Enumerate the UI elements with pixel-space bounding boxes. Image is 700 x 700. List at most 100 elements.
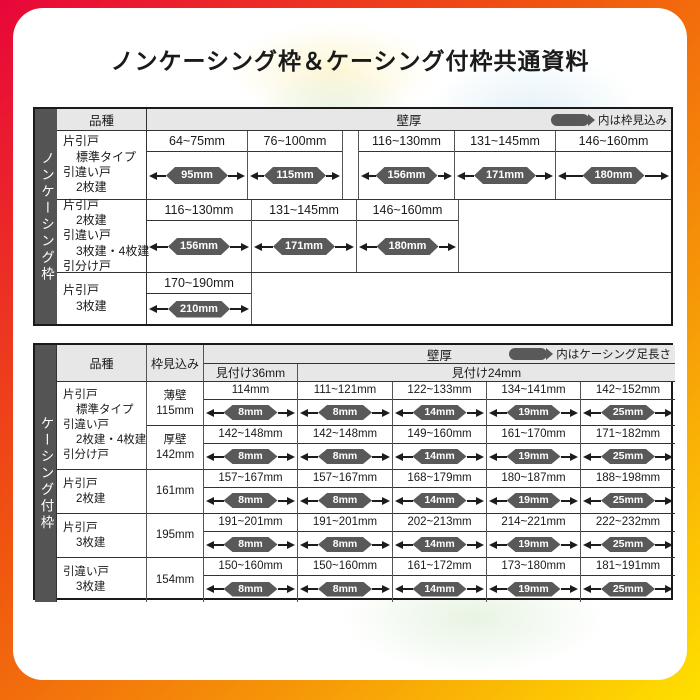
- spec-cell: 157~167mm 8mm: [204, 470, 298, 514]
- spec-cell: 168~179mm 14mm: [393, 470, 487, 514]
- arrow-right-icon: [570, 540, 578, 549]
- dimension-arrow: 156mm: [359, 152, 454, 199]
- arrow-line: [591, 499, 601, 502]
- wall-range: 191~201mm: [298, 514, 392, 532]
- dimension-arrow: 19mm: [487, 532, 580, 557]
- casing-leg-badge: 25mm: [601, 582, 655, 597]
- arrow-left-icon: [395, 496, 403, 505]
- dimension-arrow: 19mm: [487, 488, 580, 513]
- dimension-arrow: 25mm: [581, 444, 675, 469]
- frame-depth-cell: 厚壁 142mm: [147, 426, 204, 470]
- arrow-line: [497, 588, 507, 590]
- arrow-line: [214, 588, 224, 590]
- arrow-left-icon: [583, 452, 591, 461]
- arrow-left-icon: [489, 452, 497, 461]
- product-line: 片引戸: [63, 134, 100, 149]
- arrow-left-icon: [489, 408, 497, 417]
- wall-range: 146~160mm: [556, 131, 671, 152]
- arrow-line: [560, 499, 570, 502]
- arrow-line: [497, 455, 507, 458]
- frame-depth-line: 142mm: [155, 448, 195, 461]
- arrow-left-icon: [583, 540, 591, 549]
- dimension-arrow: 19mm: [487, 444, 580, 469]
- wall-range: 146~160mm: [357, 200, 458, 221]
- spec-cell: 222~232mm 25mm: [581, 514, 675, 558]
- product-line: 引分け戸: [63, 448, 109, 461]
- casing-leg-badge: 8mm: [224, 537, 278, 552]
- dimension-arrow: 14mm: [393, 488, 486, 513]
- spec-cell: 150~160mm 8mm: [298, 558, 393, 602]
- spec-cell: 76~100mm 115mm: [248, 131, 343, 199]
- legend-text: 内は枠見込み: [598, 114, 667, 127]
- wall-range: 134~141mm: [487, 382, 580, 400]
- product-column-header: 品種: [57, 345, 147, 382]
- arrow-line: [403, 499, 413, 502]
- arrow-line: [560, 411, 570, 414]
- spec-cell: 142~148mm 8mm: [298, 426, 393, 470]
- wall-range: 170~190mm: [147, 273, 251, 294]
- arrow-line: [403, 411, 413, 414]
- arrow-line: [228, 174, 237, 177]
- dimension-arrow: 95mm: [147, 152, 247, 199]
- arrow-line: [308, 411, 318, 414]
- spec-cell: 134~141mm 19mm: [487, 382, 581, 426]
- wall-range: 202~213mm: [393, 514, 486, 532]
- wall-thickness-label: 壁厚: [426, 348, 452, 363]
- dimension-arrow: 14mm: [393, 532, 486, 557]
- casing-side-strip: ケーシング付枠: [35, 345, 57, 602]
- wall-range: 122~133mm: [393, 382, 486, 400]
- wall-range: 161~172mm: [393, 558, 486, 576]
- arrow-left-icon: [300, 540, 308, 549]
- product-line: 2枚建: [76, 212, 107, 227]
- empty-filler: [252, 273, 671, 324]
- dimension-arrow: 8mm: [298, 400, 392, 425]
- arrow-line: [403, 588, 413, 590]
- arrow-left-icon: [300, 408, 308, 417]
- row-cells: 170~190mm 210mm: [147, 273, 671, 324]
- frame-depth-line: 厚壁: [163, 433, 187, 446]
- frame-depth-badge: 210mm: [168, 301, 230, 318]
- arrow-line: [277, 543, 287, 546]
- arrow-line: [403, 543, 413, 546]
- casing-leg-badge: 8mm: [224, 405, 278, 420]
- arrow-line: [308, 455, 318, 458]
- arrow-left-icon: [395, 585, 403, 593]
- wall-range: 116~130mm: [359, 131, 454, 152]
- frame-depth-cell: 薄壁 115mm: [147, 382, 204, 426]
- frame-depth-badge: 171mm: [273, 238, 335, 255]
- arrow-line: [497, 499, 507, 502]
- dimension-arrow: 14mm: [393, 400, 486, 425]
- arrow-left-icon: [300, 452, 308, 461]
- arrow-right-icon: [287, 585, 295, 593]
- arrow-left-icon: [583, 496, 591, 505]
- casing-leg-badge: 8mm: [224, 449, 278, 464]
- table-row: 片引戸 標準タイプ 引違い戸 2枚建 64~75mm 95mm 76~100mm…: [57, 131, 671, 200]
- casing-side-label: ケーシング付枠: [38, 415, 54, 532]
- wall-range: 171~182mm: [581, 426, 675, 444]
- wall-range: 131~145mm: [252, 200, 356, 221]
- arrow-line: [466, 455, 476, 458]
- frame-depth-cell: 154mm: [147, 558, 204, 602]
- arrow-right-icon: [665, 408, 673, 417]
- arrow-line: [157, 308, 168, 310]
- product-column-header: 品種: [57, 109, 147, 130]
- spec-cell: 114mm 8mm: [204, 382, 298, 426]
- frame-depth-badge: 156mm: [376, 167, 438, 184]
- product-line: 引違い戸: [63, 228, 112, 243]
- wall-thickness-header: 壁厚 内は枠見込み: [147, 109, 671, 130]
- casing-leg-badge: 8mm: [318, 449, 372, 464]
- arrow-line: [308, 588, 318, 590]
- arrow-line: [214, 455, 224, 458]
- arrow-left-icon: [583, 585, 591, 593]
- product-line: 引分け戸: [63, 259, 112, 274]
- spec-cell: 142~148mm 8mm: [204, 426, 298, 470]
- arrow-line: [655, 588, 665, 590]
- dimension-arrow: 171mm: [455, 152, 555, 199]
- arrow-line: [367, 245, 377, 248]
- arrow-right-icon: [476, 452, 484, 461]
- wall-range: 191~201mm: [204, 514, 297, 532]
- frame-depth-cell: 161mm: [147, 470, 204, 514]
- spec-cell: 116~130mm 156mm: [359, 131, 455, 199]
- arrow-left-icon: [149, 171, 157, 180]
- arrow-line: [214, 499, 224, 502]
